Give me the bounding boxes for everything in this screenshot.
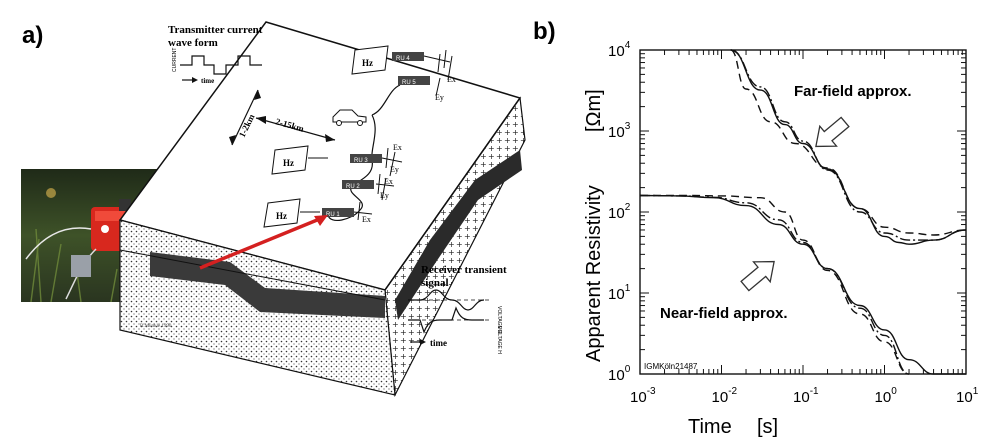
x-tick-label: 100 — [875, 386, 898, 406]
panel-label-b: b) — [533, 18, 556, 45]
tem-survey-diagram: + Transmitter current wave form CURRENT … — [118, 21, 526, 398]
svg-text:Ex: Ex — [447, 75, 456, 84]
y-tick-label: 104 — [608, 40, 631, 60]
far-field-arrow — [815, 116, 850, 148]
svg-text:Hz: Hz — [362, 58, 373, 68]
x-axis-unit: [s] — [757, 416, 778, 438]
resistivity-curve-solid — [730, 49, 967, 245]
near-field-annotation: Near-field approx. — [660, 305, 788, 322]
receiver-subtitle: signal — [421, 277, 449, 289]
svg-text:Ex: Ex — [362, 215, 371, 224]
figure-stamp: IGMKöln21487 — [644, 362, 698, 371]
y-tick-label: 100 — [608, 364, 631, 384]
y-axis-unit: [Ωm] — [583, 89, 605, 132]
transmitter-time-label: time — [201, 77, 214, 85]
svg-text:Hz: Hz — [276, 211, 287, 221]
x-tick-label: 10-2 — [712, 386, 738, 406]
svg-text:Ey: Ey — [435, 93, 444, 102]
receiver-title: Receiver transient — [421, 264, 507, 276]
svg-text:RU 3: RU 3 — [354, 158, 368, 164]
y-axis-label: Apparent Resistivity — [583, 185, 605, 362]
far-field-annotation: Far-field approx. — [794, 83, 912, 100]
svg-text:Ey: Ey — [390, 165, 399, 174]
transmitter-title: Transmitter current — [168, 24, 263, 36]
x-tick-label: 101 — [956, 386, 979, 406]
y-tick-labels: 100 101 102 103 104 — [608, 40, 631, 384]
near-field-arrow — [740, 260, 775, 292]
red-pointer-arrow — [199, 216, 323, 270]
svg-text:RU 1: RU 1 — [326, 212, 340, 218]
resistivity-curve-dashed — [730, 49, 967, 236]
receiver-station-top: Hz RU 4 RU 5 Ex Ey — [351, 45, 456, 102]
svg-text:RU 5: RU 5 — [402, 80, 416, 86]
x-axis-label: Time — [688, 416, 732, 438]
vehicle-icon — [332, 109, 367, 126]
receiver-time-label: time — [430, 338, 447, 348]
svg-text:Ey: Ey — [380, 191, 389, 200]
conductive-layer — [150, 252, 385, 318]
transmitter-subtitle: wave form — [168, 37, 218, 49]
conductive-layer-side — [395, 150, 522, 320]
svg-text:RU 4: RU 4 — [396, 56, 410, 62]
voltage-h-label: VOLTAGE H — [496, 326, 502, 354]
svg-text:Ex: Ex — [384, 177, 393, 186]
resistivity-curve-dash-dot — [639, 194, 910, 375]
x-tick-label: 10-3 — [630, 386, 656, 406]
x-tick-label: 10-1 — [793, 386, 819, 406]
y-tick-label: 102 — [608, 202, 631, 222]
panel-label-a: a) — [22, 22, 44, 49]
resistivity-curves — [639, 49, 967, 375]
resistivity-curve-dash-dot — [730, 49, 967, 241]
x-tick-labels: 10-3 10-2 10-1 100 101 — [630, 386, 979, 406]
current-waveform — [180, 55, 262, 75]
resistivity-curve-solid — [639, 194, 967, 375]
svg-text:Hz: Hz — [283, 158, 294, 168]
receiver-station-bottom: Hz RU 1 Ex — [263, 198, 373, 228]
svg-text:RU 2: RU 2 — [346, 184, 360, 190]
receiver-station-middle: Hz RU 3 Ex Ey RU 2 Ex Ey — [271, 143, 403, 201]
resistivity-curve-dashed — [640, 194, 910, 375]
y-tick-label: 103 — [608, 121, 631, 141]
current-axis-label: CURRENT — [172, 48, 178, 72]
axis-ticks — [639, 50, 966, 375]
svg-text:Ex: Ex — [393, 143, 402, 152]
voltage-e-label: VOLTAGE E — [496, 306, 502, 334]
diagram-credit: B.Münkle 1990 — [140, 324, 172, 329]
y-tick-label: 101 — [608, 283, 631, 303]
